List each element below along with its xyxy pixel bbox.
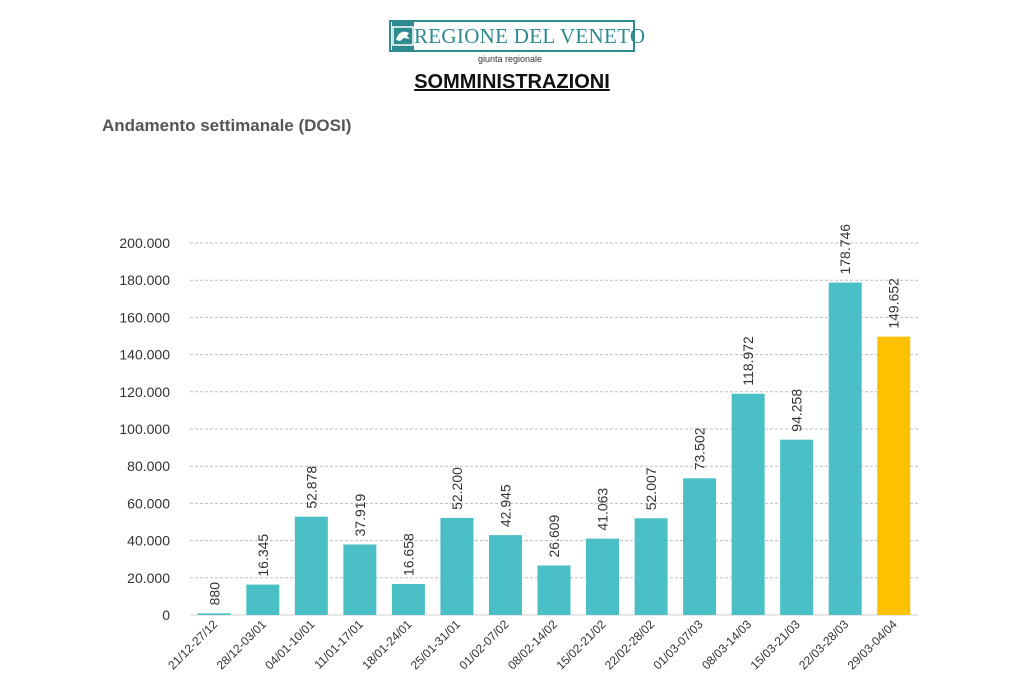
lion-emblem-icon — [392, 22, 414, 50]
x-tick-label: 01/03-07/03 — [651, 617, 706, 672]
x-tick-label: 04/01-10/01 — [262, 617, 317, 672]
x-tick-label: 28/12-03/01 — [214, 617, 269, 672]
x-tick-label: 22/02-28/02 — [602, 617, 657, 672]
bar-value-label: 26.609 — [546, 514, 562, 557]
org-name: REGIONE DEL VENETO — [414, 23, 646, 48]
x-tick-label: 21/12-27/12 — [165, 617, 220, 672]
bar — [440, 517, 474, 615]
bar-value-label: 73.502 — [692, 427, 708, 470]
bar — [877, 336, 911, 615]
x-tick-label: 08/03-14/03 — [699, 617, 754, 672]
bar-value-label: 16.345 — [255, 534, 271, 577]
bar-value-label: 41.063 — [595, 488, 611, 531]
page-title: SOMMINISTRAZIONI — [414, 71, 610, 93]
x-tick-label: 08/02-14/02 — [505, 617, 560, 672]
bar-value-label: 42.945 — [497, 484, 513, 527]
bar — [343, 544, 377, 615]
y-tick-label: 20.000 — [127, 570, 170, 586]
y-tick-label: 160.000 — [119, 309, 170, 325]
bar-value-label: 149.652 — [886, 278, 902, 329]
y-tick-label: 80.000 — [127, 458, 170, 474]
bar-value-label: 52.007 — [643, 467, 659, 510]
region-logo: REGIONE DEL VENETO — [389, 20, 645, 52]
y-tick-label: 100.000 — [119, 421, 170, 437]
bar — [634, 518, 668, 615]
org-subtitle: giunta regionale — [477, 54, 543, 64]
bar — [488, 535, 522, 615]
bar — [391, 584, 425, 615]
x-tick-label: 18/01-24/01 — [359, 617, 414, 672]
bar-value-label: 94.258 — [789, 389, 805, 432]
x-tick-label: 15/03-21/03 — [748, 617, 803, 672]
bar — [294, 516, 328, 615]
bar-value-label: 52.200 — [449, 467, 465, 510]
bar-value-label: 178.746 — [837, 224, 853, 275]
bar — [683, 478, 717, 615]
x-tick-label: 22/03-28/03 — [796, 617, 851, 672]
bar — [246, 584, 280, 615]
chart-title: Andamento settimanale (DOSI) — [102, 116, 352, 135]
y-tick-label: 0 — [162, 607, 170, 623]
y-tick-label: 120.000 — [119, 384, 170, 400]
x-tick-label: 11/01-17/01 — [311, 617, 366, 672]
x-tick-label: 25/01-31/01 — [408, 617, 463, 672]
bar — [197, 613, 231, 615]
x-tick-label: 01/02-07/02 — [456, 617, 511, 672]
x-tick-label: 15/02-21/02 — [553, 617, 608, 672]
bar — [586, 538, 620, 615]
bar-value-label: 16.658 — [400, 533, 416, 576]
y-tick-label: 180.000 — [119, 272, 170, 288]
bar-value-label: 880 — [206, 582, 222, 606]
y-tick-label: 60.000 — [127, 495, 170, 511]
bar — [780, 439, 814, 615]
y-tick-label: 40.000 — [127, 533, 170, 549]
y-tick-label: 140.000 — [119, 347, 170, 363]
bar — [731, 393, 765, 615]
bar — [828, 282, 862, 615]
bar-value-label: 52.878 — [303, 466, 319, 509]
bar-value-label: 37.919 — [352, 493, 368, 536]
y-tick-label: 200.000 — [119, 235, 170, 251]
bar — [537, 565, 571, 615]
bar-value-label: 118.972 — [740, 336, 756, 386]
x-tick-label: 29/03-04/04 — [845, 617, 900, 672]
